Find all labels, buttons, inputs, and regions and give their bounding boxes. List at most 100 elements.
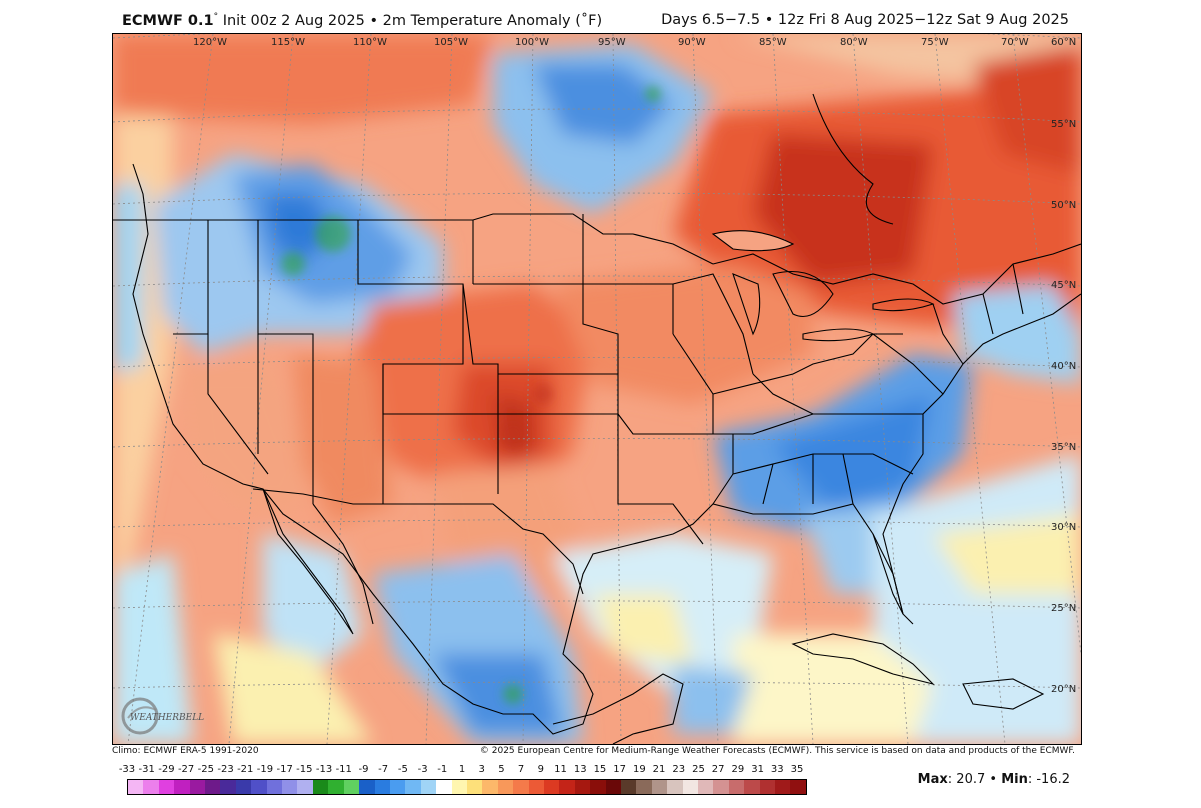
colorbar-tick: 17	[613, 764, 627, 775]
colorbar-tick: 19	[632, 764, 646, 775]
max-label: Max	[917, 772, 948, 787]
colorbar-swatch	[590, 780, 606, 794]
lat-label: 45°N	[1051, 280, 1076, 291]
colorbar-swatch	[312, 780, 329, 794]
colorbar-swatch	[744, 780, 760, 794]
colorbar-tick: 5	[498, 764, 505, 775]
colorbar-swatch	[497, 780, 514, 794]
lon-label: 120°W	[193, 37, 227, 48]
colorbar-swatch	[251, 780, 267, 794]
lat-label: 25°N	[1051, 603, 1076, 614]
valid-period: Days 6.5−7.5 • 12z Fri 8 Aug 2025−12z Sa…	[661, 12, 1069, 28]
colorbar	[127, 779, 807, 795]
graticule	[113, 34, 1081, 744]
colorbar-tick: 9	[537, 764, 544, 775]
colorbar-tick: 29	[731, 764, 745, 775]
weatherbell-logo: WEATHERBELL	[121, 697, 204, 735]
lat-label: 55°N	[1051, 119, 1076, 130]
init-and-field: Init 00z 2 Aug 2025 • 2m Temperature Ano…	[218, 12, 603, 29]
colorbar-tick: -3	[417, 764, 428, 775]
colorbar-tick: -17	[276, 764, 293, 775]
lat-label: 40°N	[1051, 361, 1076, 372]
colorbar-tick: -27	[177, 764, 195, 775]
colorbar-swatch	[790, 780, 806, 794]
colorbar-swatch	[543, 780, 560, 794]
colorbar-swatch	[682, 780, 699, 794]
coastline-us-mexico	[132, 163, 1081, 735]
colorbar-swatch	[266, 780, 283, 794]
colorbar-swatch	[605, 780, 621, 794]
colorbar-tick: -7	[378, 764, 389, 775]
colorbar-swatch	[282, 780, 298, 794]
colorbar-tick: -21	[237, 764, 254, 775]
colorbar-swatch	[420, 780, 437, 794]
colorbar-swatch	[574, 780, 591, 794]
colorbar-swatch	[328, 780, 344, 794]
colorbar-tick: 13	[573, 764, 587, 775]
colorbar-tick: 25	[692, 764, 705, 775]
colorbar-swatch	[759, 780, 776, 794]
lat-label: 35°N	[1051, 442, 1076, 453]
colorbar-swatch	[174, 780, 190, 794]
lon-label: 110°W	[353, 37, 387, 48]
lon-label: 115°W	[271, 37, 305, 48]
us-mexico-border	[252, 488, 584, 595]
max-value: : 20.7	[947, 772, 986, 787]
colorbar-swatch	[513, 780, 529, 794]
colorbar-tick: -5	[397, 764, 408, 775]
colorbar-swatch	[143, 780, 159, 794]
colorbar-tick: 21	[652, 764, 666, 775]
colorbar-swatch	[343, 780, 360, 794]
colorbar-swatch	[128, 780, 144, 794]
colorbar-tick: 27	[711, 764, 725, 775]
colorbar-tick: -25	[197, 764, 214, 775]
lat-label: 20°N	[1051, 684, 1076, 695]
colorbar-tick: -1	[437, 764, 448, 775]
colorbar-swatch	[374, 780, 390, 794]
map-title: ECMWF 0.1° Init 00z 2 Aug 2025 • 2m Temp…	[122, 12, 602, 29]
colorbar-swatch	[667, 780, 683, 794]
colorbar-swatch	[436, 780, 452, 794]
colorbar-swatch	[405, 780, 421, 794]
colorbar-tick: -19	[256, 764, 274, 775]
colorbar-swatch	[621, 780, 637, 794]
colorbar-tick: 31	[751, 764, 764, 775]
lon-label: 95°W	[598, 37, 626, 48]
colorbar-tick: 35	[790, 764, 804, 775]
colorbar-tick: -9	[358, 764, 369, 775]
model-resolution-degree: °	[213, 12, 219, 22]
us-canada-border	[113, 213, 714, 265]
colorbar-swatch	[297, 780, 313, 794]
lat-label: 30°N	[1051, 522, 1076, 533]
max-min-stats: Max: 20.7 • Min: -16.2	[917, 772, 1070, 787]
colorbar-swatch	[189, 780, 206, 794]
colorbar-swatch	[775, 780, 791, 794]
colorbar-swatch	[651, 780, 668, 794]
colorbar-swatch	[359, 780, 375, 794]
colorbar-swatch	[158, 780, 175, 794]
colorbar-ticks: -33 -31 -29 -27 -25 -23 -21 -19 -17 -15 -13 -11 -9 -7…	[112, 764, 812, 778]
colorbar-tick: 3	[478, 764, 485, 775]
lon-label: 90°W	[678, 37, 706, 48]
colorbar-swatch	[482, 780, 498, 794]
colorbar-tick: 33	[770, 764, 784, 775]
lon-label: 70°W	[1001, 37, 1029, 48]
colorbar-tick: 7	[517, 764, 525, 775]
colorbar-swatch	[713, 780, 729, 794]
ecmwf-credit: © 2025 European Centre for Medium-Range …	[479, 746, 1075, 756]
lon-label: 105°W	[434, 37, 468, 48]
climo-note: Climo: ECMWF ERA-5 1991-2020	[112, 746, 259, 756]
colorbar-tick: -23	[217, 764, 234, 775]
lon-label: 80°W	[840, 37, 868, 48]
lat-label: 60°N	[1051, 37, 1076, 48]
colorbar-tick: -31	[138, 764, 155, 775]
colorbar-tick: -11	[335, 764, 352, 775]
colorbar-swatch	[451, 780, 467, 794]
colorbar-tick: 1	[458, 764, 466, 775]
logo-text: WEATHERBELL	[130, 713, 204, 723]
longitude-labels: 120°W 115°W 110°W 105°W 100°W 95°W 90°W …	[193, 37, 1029, 48]
colorbar-swatch	[559, 780, 575, 794]
min-value: : -16.2	[1027, 772, 1070, 787]
colorbar-swatch	[389, 780, 406, 794]
colorbar-swatch	[235, 780, 252, 794]
